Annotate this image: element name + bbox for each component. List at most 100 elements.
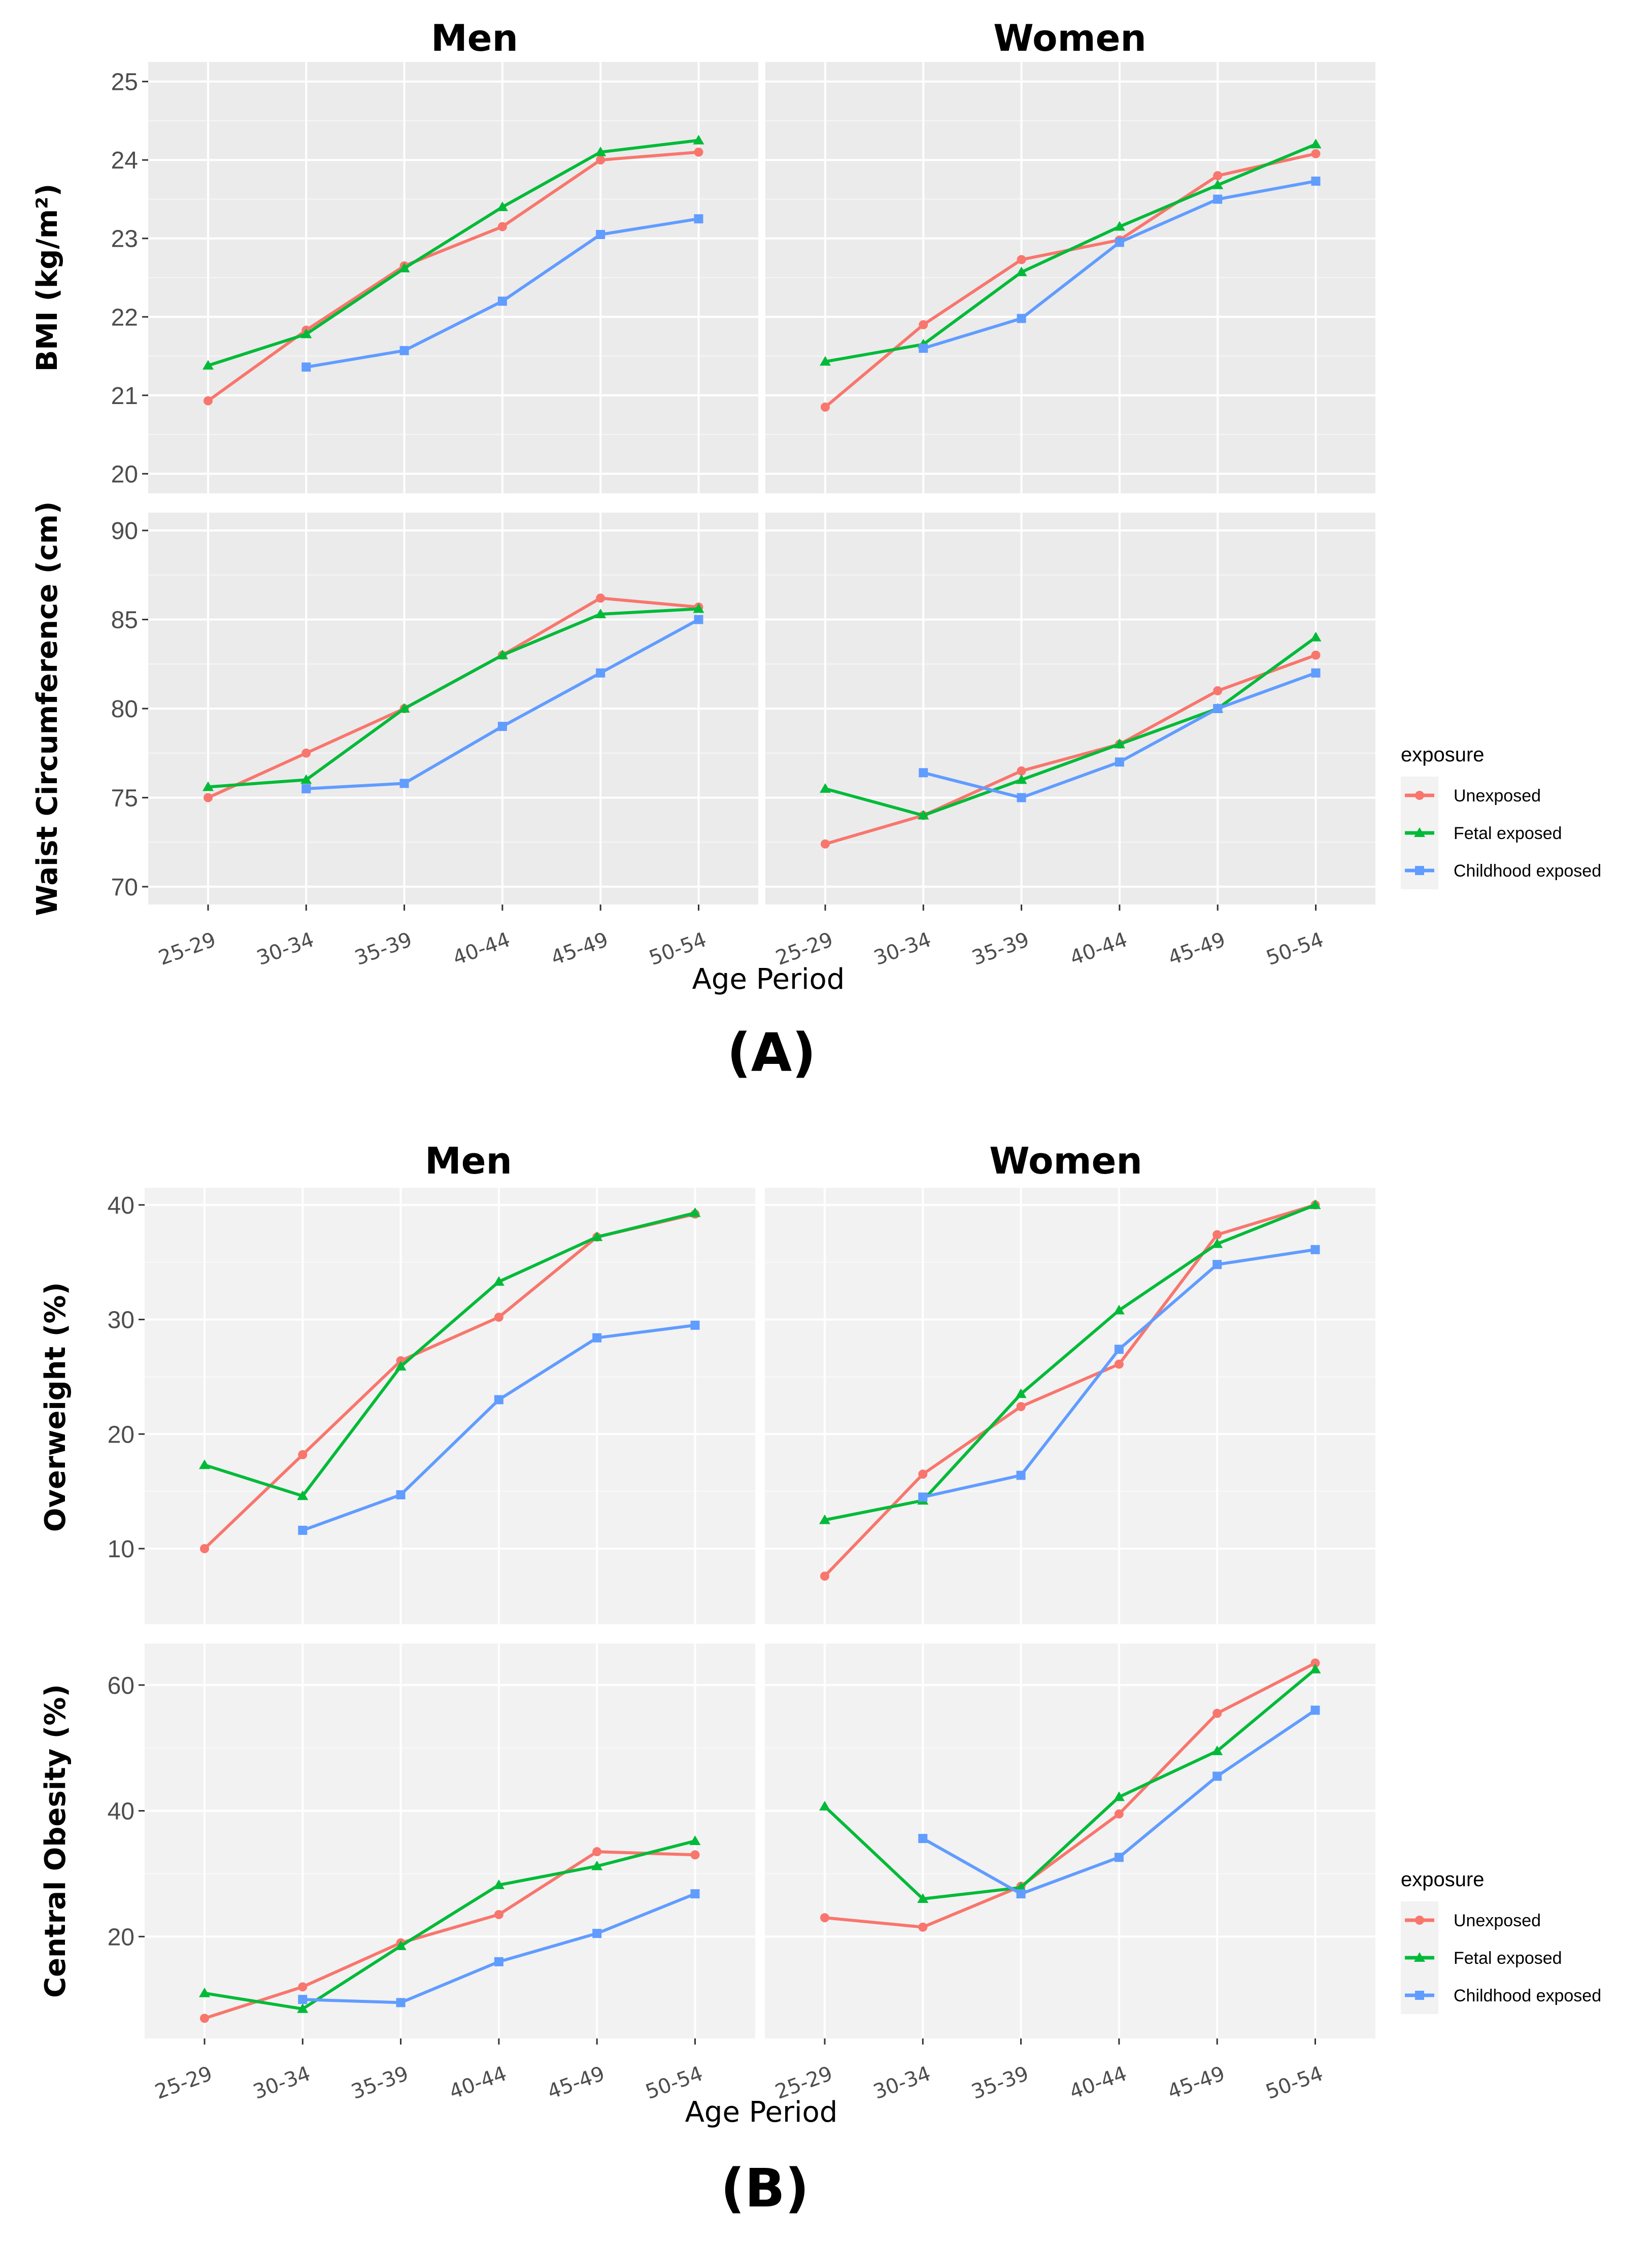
point-childhood-exposed xyxy=(1213,704,1223,713)
series-line-fetal-exposed xyxy=(208,139,699,367)
point-childhood-exposed xyxy=(1017,314,1026,323)
point-fetal-exposed xyxy=(493,1276,504,1286)
point-unexposed xyxy=(821,403,830,412)
point-childhood-exposed xyxy=(1310,1245,1320,1254)
point-fetal-exposed xyxy=(496,201,508,211)
point-childhood-exposed xyxy=(298,1995,308,2004)
point-unexposed xyxy=(918,1469,928,1479)
point-unexposed xyxy=(820,1913,829,1923)
point-childhood-exposed xyxy=(596,230,605,239)
ytick-label: 60 xyxy=(108,1672,134,1699)
grid-b-central-men xyxy=(145,1644,755,2038)
series-line-fetal-exposed xyxy=(208,607,699,789)
point-fetal-exposed xyxy=(1114,739,1125,749)
ytick-label: 21 xyxy=(111,383,138,410)
point-fetal-exposed xyxy=(820,356,831,366)
series-a-waist-women xyxy=(820,631,1322,849)
ytick-label: 90 xyxy=(111,518,138,545)
point-fetal-exposed xyxy=(297,2003,309,2013)
point-childhood-exposed xyxy=(694,615,703,624)
point-unexposed xyxy=(1017,255,1026,264)
point-fetal-exposed xyxy=(819,1800,830,1811)
ytick-label: 20 xyxy=(108,1421,134,1448)
legend-item-unexposed-a: Unexposed xyxy=(1401,777,1541,814)
point-childhood-exposed xyxy=(690,1320,700,1330)
point-fetal-exposed xyxy=(1113,1791,1125,1801)
ytick-label: 20 xyxy=(108,1924,134,1951)
series-line-unexposed xyxy=(207,150,699,403)
point-childhood-exposed xyxy=(919,768,928,778)
point-childhood-exposed xyxy=(399,346,409,355)
point-childhood-exposed xyxy=(592,1929,602,1938)
panel-bg-b-overweight-women xyxy=(765,1188,1375,1624)
point-fetal-exposed xyxy=(819,1514,830,1524)
point-childhood-exposed xyxy=(1114,1853,1124,1862)
point-unexposed xyxy=(494,1910,503,1919)
series-line-fetal-exposed xyxy=(823,1668,1317,1900)
point-unexposed xyxy=(694,147,703,157)
point-unexposed xyxy=(298,1982,308,1992)
point-childhood-exposed xyxy=(690,1889,700,1899)
legend-item-unexposed-b: Unexposed xyxy=(1401,1901,1541,1939)
point-fetal-exposed xyxy=(199,1987,210,1997)
legend-label-fetal-b: Fetal exposed xyxy=(1454,1949,1562,1968)
facet-title-men-b: Men xyxy=(425,1140,512,1182)
point-childhood-exposed xyxy=(1115,757,1124,767)
point-fetal-exposed xyxy=(1015,1882,1027,1892)
point-unexposed xyxy=(1017,766,1026,776)
point-fetal-exposed xyxy=(1211,1745,1223,1755)
point-childhood-exposed xyxy=(1311,668,1321,678)
point-fetal-exposed xyxy=(1309,1199,1321,1209)
point-fetal-exposed xyxy=(591,1231,603,1242)
point-childhood-exposed xyxy=(497,722,507,731)
point-unexposed xyxy=(596,155,605,165)
yaxis-a-waist: 70 75 80 85 90 xyxy=(111,518,148,901)
series-a-bmi-men xyxy=(203,135,704,406)
ytick-label: 20 xyxy=(111,461,138,488)
facet-title-women-b: Women xyxy=(989,1140,1142,1182)
point-childhood-exposed xyxy=(399,779,409,788)
point-unexposed xyxy=(204,793,213,802)
point-unexposed xyxy=(919,320,928,329)
xlabel-a: Age Period xyxy=(692,963,845,996)
facet-title-women-a: Women xyxy=(993,17,1146,59)
point-fetal-exposed xyxy=(693,603,704,613)
series-line-fetal-exposed xyxy=(204,1839,696,2011)
point-unexposed xyxy=(1212,1709,1222,1718)
ytick-label: 40 xyxy=(108,1192,134,1219)
legend-item-childhood-b: Childhood exposed xyxy=(1401,1977,1601,2014)
yaxis-a-bmi: 20 21 22 23 24 25 xyxy=(111,69,148,488)
ytick-label: 85 xyxy=(111,607,138,634)
point-childhood-exposed xyxy=(494,1395,503,1404)
point-unexposed xyxy=(298,1450,308,1459)
point-unexposed xyxy=(820,1571,829,1581)
point-fetal-exposed xyxy=(689,1835,701,1845)
point-fetal-exposed xyxy=(203,781,214,791)
point-childhood-exposed xyxy=(1311,176,1321,186)
series-line-unexposed xyxy=(825,653,1317,846)
point-fetal-exposed xyxy=(1016,774,1027,784)
ytick-label: 10 xyxy=(108,1536,134,1563)
ylabel-overweight: Overweight (%) xyxy=(39,1282,72,1532)
point-fetal-exposed xyxy=(398,703,410,713)
legend-a: exposure Unexposed Fetal exposed Childho… xyxy=(1401,744,1601,889)
legend-label-fetal-a: Fetal exposed xyxy=(1454,824,1562,843)
point-unexposed xyxy=(592,1847,602,1857)
point-unexposed xyxy=(497,222,507,231)
series-b-overweight-men xyxy=(199,1207,701,1554)
point-fetal-exposed xyxy=(1310,139,1322,149)
point-unexposed xyxy=(690,1850,700,1860)
point-unexposed xyxy=(200,2014,209,2023)
series-line-unexposed xyxy=(824,1661,1316,1929)
point-fetal-exposed xyxy=(398,262,410,273)
point-childhood-exposed xyxy=(919,344,928,353)
point-fetal-exposed xyxy=(693,135,704,145)
series-b-overweight-women xyxy=(819,1199,1321,1581)
point-childhood-exposed xyxy=(497,296,507,306)
series-line-fetal-exposed xyxy=(204,1211,696,1498)
ytick-label: 80 xyxy=(111,696,138,723)
point-childhood-exposed xyxy=(1114,1345,1124,1354)
point-unexposed xyxy=(821,839,830,849)
point-fetal-exposed xyxy=(395,1940,407,1950)
point-fetal-exposed xyxy=(300,774,312,784)
